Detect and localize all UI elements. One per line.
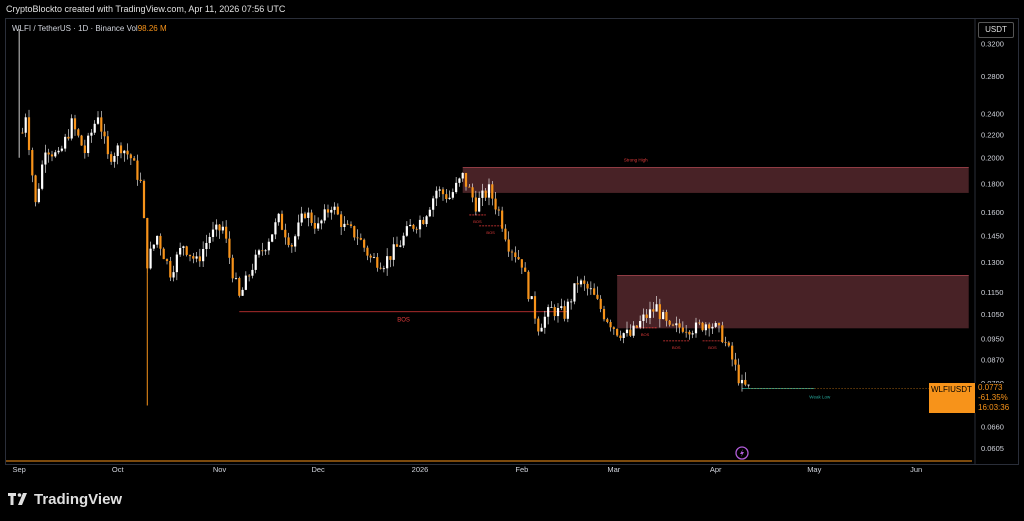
price-tag-change: -61.35% <box>978 393 1008 402</box>
symbol-title[interactable]: WLFI / TetherUS · 1D · Binance <box>12 24 125 33</box>
currency-selector[interactable]: USDT <box>978 22 1014 38</box>
chart-frame <box>5 18 1019 465</box>
x-tick-Sep: Sep <box>12 465 25 474</box>
x-tick-May: May <box>807 465 821 474</box>
x-tick-Mar: Mar <box>607 465 620 474</box>
x-tick-2026: 2026 <box>412 465 429 474</box>
price-tag-countdown: 16:03:36 <box>978 403 1010 412</box>
price-tag-price: 0.0773 <box>978 383 1003 392</box>
x-tick-Feb: Feb <box>515 465 528 474</box>
x-tick-Jun: Jun <box>910 465 922 474</box>
tradingview-brand[interactable]: TradingView <box>8 491 122 508</box>
chart-attribution: CryptoBlockto created with TradingView.c… <box>6 4 286 14</box>
last-price-tag: WLFIUSDT 0.0773 -61.35% 16:03:36 <box>929 383 1015 413</box>
volume-label: Vol <box>126 24 138 33</box>
x-tick-Nov: Nov <box>213 465 227 474</box>
tradingview-logo-icon <box>8 492 30 508</box>
brand-name: TradingView <box>34 491 123 508</box>
volume-value: 98.26 M <box>137 24 167 33</box>
x-tick-Apr: Apr <box>710 465 722 474</box>
symbol-legend: WLFI / TetherUS · 1D · Binance Vol98.26 … <box>12 24 167 33</box>
x-tick-Oct: Oct <box>112 465 125 474</box>
price-tag-symbol: WLFIUSDT <box>931 385 972 394</box>
x-tick-Dec: Dec <box>311 465 325 474</box>
